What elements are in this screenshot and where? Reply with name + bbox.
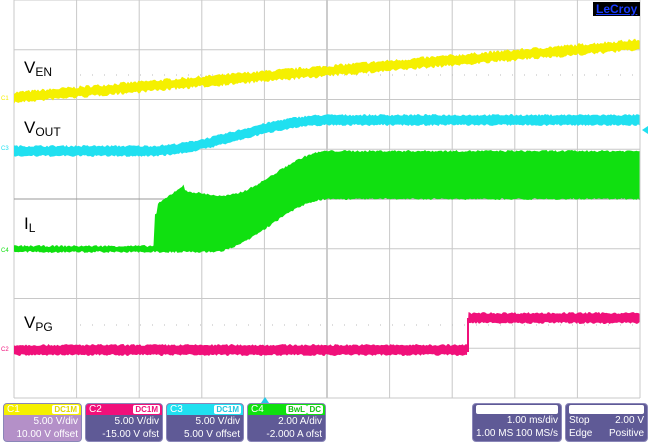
channel-marker-c4: C4 bbox=[1, 248, 9, 254]
bandwidth-limit-badge: BwL bbox=[286, 405, 307, 414]
memory-depth: 1.00 MS bbox=[476, 428, 514, 439]
sample-rate: 100 MS/s bbox=[515, 428, 558, 439]
trace-c2-vpg bbox=[14, 312, 640, 356]
channel-name: C4 bbox=[251, 404, 264, 415]
trigger-level-marker bbox=[642, 126, 648, 134]
trace-c2-edge bbox=[467, 318, 469, 352]
graticule bbox=[13, 0, 641, 399]
channel-name: C1 bbox=[7, 404, 20, 415]
trigger-mode: Stop bbox=[569, 415, 590, 426]
trigger-level: 2.00 V bbox=[615, 415, 644, 426]
label-ven: VEN bbox=[24, 58, 53, 79]
trigger-position-marker[interactable] bbox=[261, 397, 269, 403]
channel-scale: 5.00 V/div bbox=[195, 416, 240, 427]
channel-scale: 2.00 A/div bbox=[278, 416, 322, 427]
trace-c4-il bbox=[14, 150, 640, 253]
channel-c2-panel[interactable]: C2 DC1M 5.00 V/div -15.00 V ofst bbox=[85, 403, 163, 442]
trace-c1-ven bbox=[14, 38, 640, 104]
trace-c3-vout bbox=[14, 114, 640, 157]
timebase-panel[interactable]: 1.00 ms/div 1.00 MS 100 MS/s bbox=[472, 403, 562, 442]
channel-offset: 5.00 V offset bbox=[184, 429, 240, 440]
waveform-display: C1 C3 C4 C2 bbox=[1, 0, 648, 399]
channel-c1-panel[interactable]: C1 DC1M 5.00 V/div 10.00 V offset bbox=[3, 403, 82, 442]
channel-name: C2 bbox=[89, 404, 102, 415]
label-vpg: VPG bbox=[24, 313, 53, 334]
lecroy-logo: LeCroy bbox=[593, 2, 641, 16]
channel-offset: -15.00 V ofst bbox=[102, 429, 159, 440]
label-vout: VOUT bbox=[24, 118, 61, 139]
coupling-badge: DC1M bbox=[52, 405, 79, 414]
trigger-panel[interactable]: Stop 2.00 V Edge Positive bbox=[565, 403, 648, 442]
channel-c4-panel[interactable]: C4 DC BwL 2.00 A/div -2.000 A ofst bbox=[247, 403, 326, 442]
coupling-badge: DC bbox=[307, 405, 323, 414]
trigger-type: Edge bbox=[569, 428, 593, 439]
channel-offset: 10.00 V offset bbox=[16, 429, 78, 440]
channel-scale: 5.00 V/div bbox=[114, 416, 159, 427]
channel-marker-c1: C1 bbox=[1, 96, 9, 102]
channel-marker-c2: C2 bbox=[1, 347, 9, 353]
label-il: IL bbox=[24, 214, 36, 235]
coupling-badge: DC1M bbox=[133, 405, 160, 414]
channel-scale: 5.00 V/div bbox=[33, 416, 78, 427]
channel-offset: -2.000 A ofst bbox=[266, 429, 322, 440]
trigger-slope: Positive bbox=[608, 428, 644, 439]
coupling-badge: DC1M bbox=[214, 405, 241, 414]
channel-name: C3 bbox=[170, 404, 183, 415]
channel-marker-c3: C3 bbox=[1, 146, 9, 152]
timebase-scale: 1.00 ms/div bbox=[506, 415, 558, 426]
channel-c3-panel[interactable]: C3 DC1M 5.00 V/div 5.00 V offset bbox=[166, 403, 244, 442]
